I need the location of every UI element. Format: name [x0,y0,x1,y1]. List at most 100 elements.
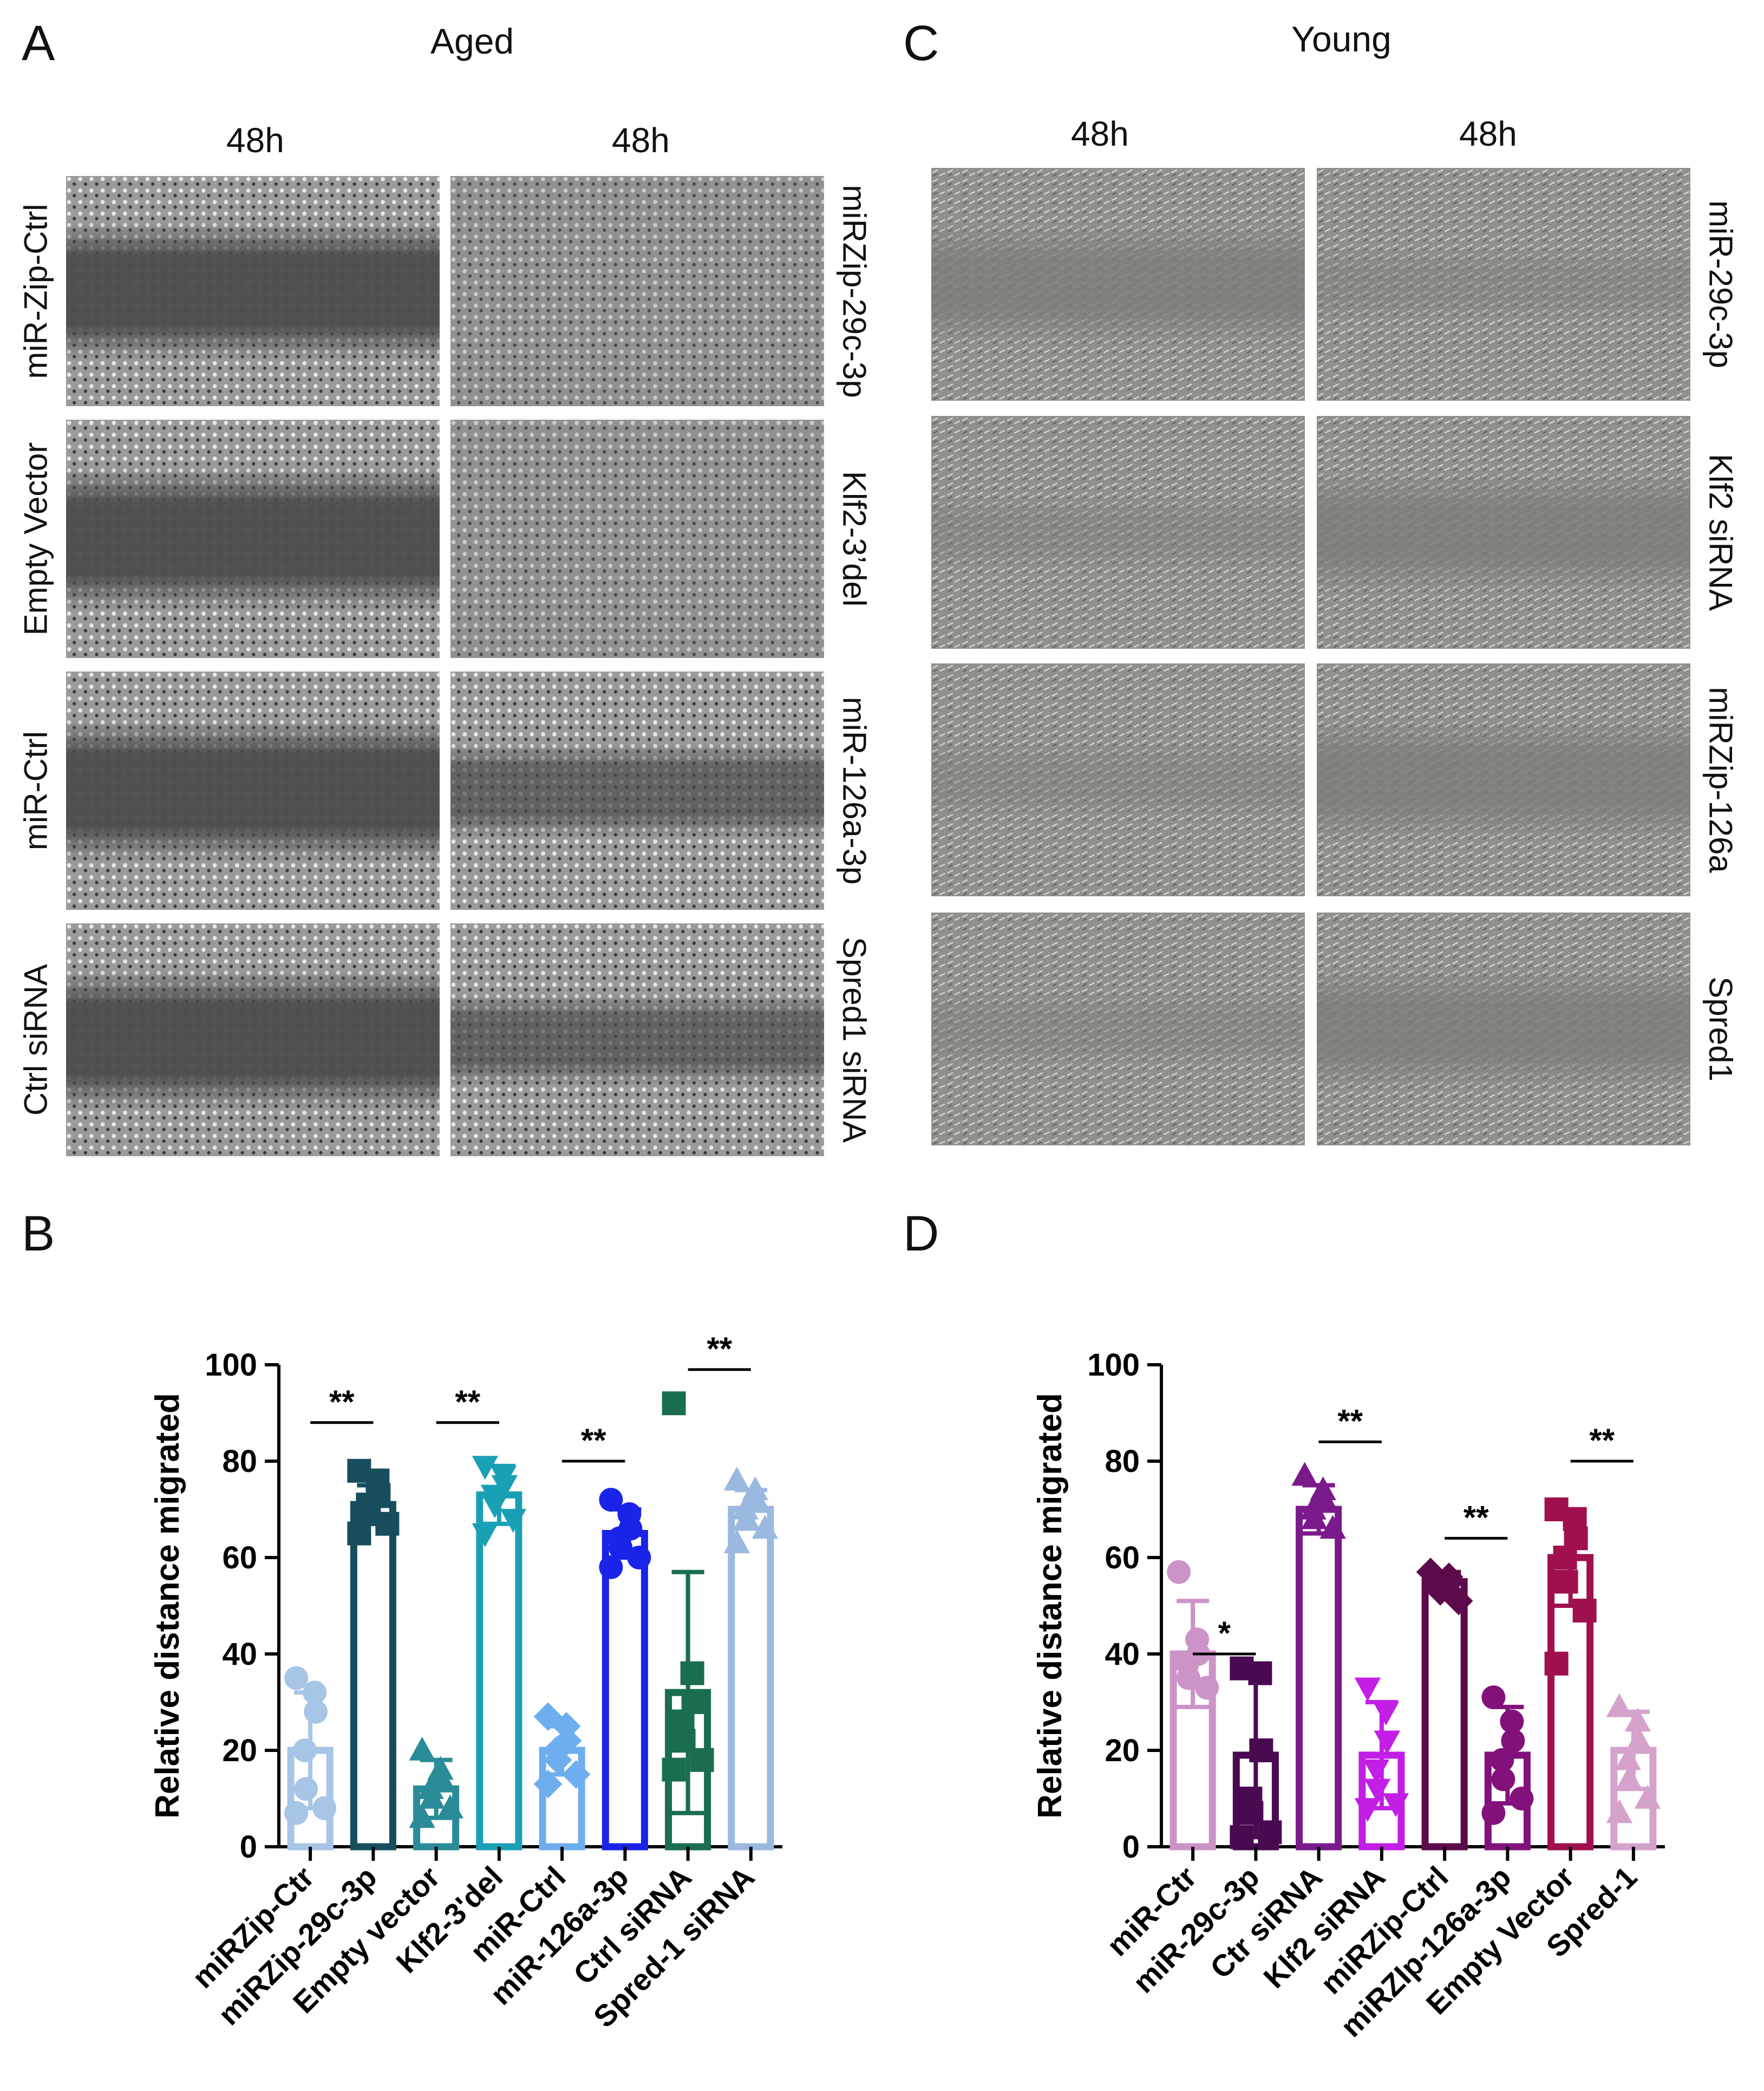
panel-a-image-r3-right [450,672,824,910]
chart-d-data-point [1572,1598,1597,1623]
chart-b-significance-label: ** [707,1331,732,1367]
chart-b-bar-group [599,1488,651,1851]
chart-d-data-point [1195,1676,1219,1700]
panel-c-image-r1-left [931,168,1305,401]
panel-letter-b: B [22,1206,55,1261]
chart-b-y-tick-label: 100 [205,1347,257,1383]
panel-a-left-label-2: Empty Vector [17,442,54,636]
panel-a-right-label-2: Klf2-3’del [836,471,873,607]
chart-d-bar-group [1354,1677,1409,1851]
chart-d-data-point [1544,1651,1569,1676]
chart-b-bar-group [284,1666,337,1851]
chart-d-data-point [1491,1767,1515,1792]
chart-d-data-point [1416,1558,1445,1587]
chart-d: Relative distance migrated020406080100mi… [1031,1347,1665,2043]
panel-letter-c: C [903,16,939,71]
panel-c-right-label-4: Spred1 [1702,976,1739,1082]
chart-d-data-point [1624,1708,1651,1732]
chart-b-significance-label: ** [581,1422,606,1458]
chart-b-significance-label: ** [455,1384,480,1420]
panel-a-image-r1-right [450,176,824,406]
chart-b-data-point [500,1509,527,1533]
chart-d-data-point [1319,1515,1346,1539]
chart-b-bar-group [723,1467,779,1851]
chart-d-significance-label: ** [1464,1499,1489,1535]
chart-b-data-point [599,1555,623,1579]
young-title: Young [1291,19,1391,59]
chart-d-data-point [1248,1661,1272,1685]
panel-c-image-r2-right [1317,416,1690,649]
panel-c-time-label-left: 48h [1071,114,1129,153]
chart-b-bar-group [409,1736,463,1851]
chart-d-data-point [1510,1787,1534,1810]
chart-b-data-point [553,1726,582,1755]
chart-b-data-point [662,1391,686,1416]
chart-d-data-point [1481,1801,1506,1825]
chart-b-bar [602,1530,648,1851]
chart-b-data-point [481,1494,508,1519]
panel-a-image-r4-right [450,923,824,1156]
chart-b-bar [476,1491,522,1851]
chart-b-y-tick-label: 40 [222,1637,257,1672]
aged-title: Aged [430,21,514,61]
chart-d-bar [1296,1506,1342,1851]
chart-d-data-point [1625,1727,1652,1751]
chart-d-data-point [1258,1820,1282,1845]
chart-b-data-point [627,1546,651,1569]
panel-c-image-r4-right [1317,913,1690,1145]
chart-d-y-tick-label: 20 [1105,1733,1140,1768]
chart-b-data-point [662,1757,686,1782]
panel-c-right-label-2: Klf2 siRNA [1702,453,1739,611]
panel-a-left-label-3: miR-Ctrl [17,731,54,850]
chart-b-data-point [304,1699,328,1724]
chart-b-data-point [690,1748,714,1772]
panel-c-image-r4-left [931,913,1305,1145]
chart-b-data-point [294,1777,318,1801]
chart-b-data-point [472,1523,499,1547]
chart-d-bar [1421,1578,1468,1851]
panel-a-image-r2-right [450,420,824,658]
chart-b-y-tick-label: 20 [222,1733,257,1768]
chart-b-data-point [284,1666,309,1690]
chart-d-data-point [1363,1759,1390,1783]
panel-a-image-r4-left [66,923,440,1156]
panel-a-left-label-4: Ctrl siRNA [17,964,54,1116]
chart-d-data-point [1490,1748,1514,1772]
panel-a-left-label-1: miR-Zip-Ctrl [17,204,54,379]
panel-a-right-label-3: miR-126a-3p [836,696,873,885]
chart-d-y-tick-label: 60 [1105,1540,1140,1575]
panel-a-image-r1-left [66,176,440,406]
chart-b-data-point [609,1536,633,1560]
chart-d-data-point [1501,1729,1525,1753]
chart-b-data-point [293,1738,317,1762]
panel-a-image-r2-left [66,420,440,658]
chart-d-bar-group [1416,1558,1473,1851]
panel-c-time-label-right: 48h [1459,114,1517,153]
chart-b-significance-label: ** [329,1384,355,1420]
panel-a-right-label-1: miRZip-29c-3p [836,185,873,398]
chart-d-data-point [1500,1709,1524,1734]
chart-b-data-point [733,1505,760,1529]
chart-b-y-tick-label: 60 [222,1540,257,1575]
chart-b-data-point [303,1680,327,1705]
chart-b-data-point [752,1515,779,1539]
chart-b-data-point [409,1736,435,1761]
panel-c-image-r2-left [931,416,1305,649]
chart-d-y-tick-label: 100 [1087,1347,1140,1383]
chart-b-data-point [284,1801,309,1825]
chart-b-data-point [437,1794,463,1819]
chart-d-data-point [1606,1799,1633,1823]
chart-d-bar-group [1230,1656,1282,1851]
chart-b-data-point [472,1456,499,1480]
chart-b-data-point [419,1784,445,1809]
chart-b-bar [350,1501,396,1851]
chart-b-data-point [723,1467,750,1491]
chart-b-data-point [347,1521,371,1546]
chart-b-data-point [533,1702,563,1731]
chart-b-bar-group [347,1458,400,1851]
chart-d-data-point [1374,1730,1401,1755]
panel-c-image-r3-left [931,663,1305,896]
chart-d-data-point [1364,1779,1391,1803]
chart-b-y-tick-label: 80 [222,1444,257,1479]
chart-d-data-point [1230,1825,1254,1849]
